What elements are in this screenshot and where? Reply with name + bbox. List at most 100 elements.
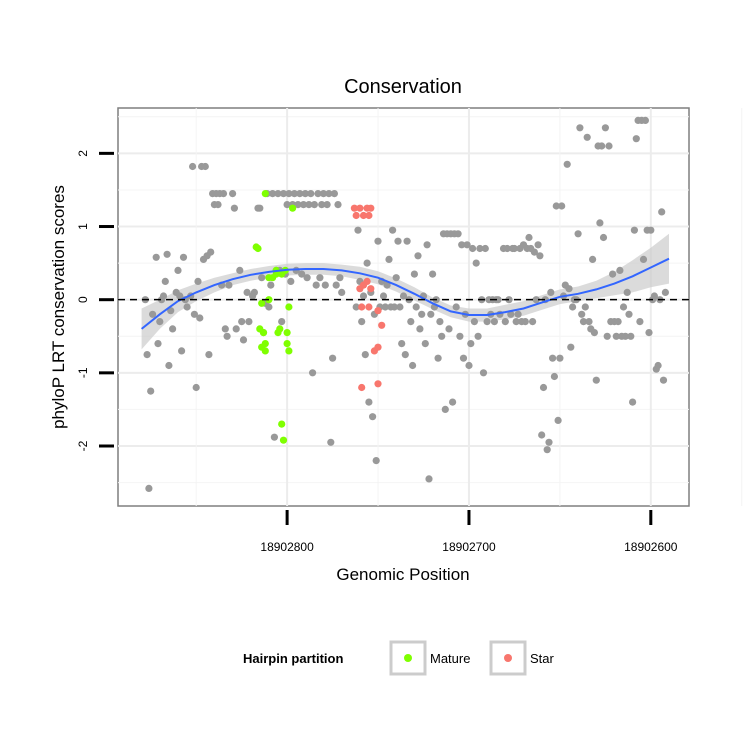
point-other [465,361,473,370]
point-other [229,190,237,198]
point-other [363,259,371,267]
point-other [474,332,482,340]
y-tick-label: 0 [76,296,90,303]
point-other [329,354,337,362]
point-other [390,303,398,311]
point-star [378,321,386,329]
point-other [365,398,373,406]
point-other [401,351,409,359]
point-mature [285,303,293,311]
point-other [205,351,213,359]
point-other [583,133,591,141]
legend-label-mature: Mature [430,651,470,666]
point-other [294,201,302,209]
point-other [627,332,635,340]
point-other [418,310,426,318]
point-other [325,190,333,198]
point-mature [283,340,291,348]
point-other [636,318,644,326]
point-other [650,292,659,300]
point-other [552,202,560,210]
plot-panel [117,107,690,507]
point-other [243,288,251,296]
point-other [238,318,246,326]
point-other [625,310,633,318]
point-other [190,310,198,318]
point-other [458,241,466,249]
point-other [501,318,509,326]
x-tick-label: 18902800 [260,540,314,554]
point-other [536,252,544,260]
point-other [258,274,266,282]
point-star [356,204,364,212]
point-other [621,332,630,340]
point-other [278,318,286,326]
point-other [538,431,546,439]
point-other [381,303,389,311]
point-other [567,343,575,351]
point-other [619,303,628,311]
point-other [336,274,344,282]
point-other [467,340,475,348]
point-star [367,204,375,212]
point-other [298,270,306,278]
point-other [629,398,637,406]
point-star [352,211,360,220]
point-other [189,162,197,171]
point-star [358,383,366,392]
confidence-band [141,233,670,350]
point-other [383,281,391,289]
point-other [530,248,539,256]
point-other [647,226,655,234]
point-other [223,332,231,340]
point-other [574,230,582,238]
chart-title: Conservation [344,76,462,98]
point-other [463,241,471,249]
smooth-line [140,257,670,330]
point-other [323,201,331,209]
point-other [369,413,377,421]
point-other [449,398,457,406]
x-tick-label: 18902700 [442,540,496,554]
point-other [554,416,562,424]
legend-marker-mature [404,654,412,662]
grid-lines [118,108,743,506]
smooth-layer [140,257,670,330]
point-other [512,318,520,326]
y-tick-label: -2 [76,440,90,451]
point-other [425,475,433,483]
point-other [414,252,422,260]
point-other [179,253,188,261]
x-axis-ticks: 18902800 18902700 18902600 [260,510,678,554]
point-other [239,336,248,344]
point-other [299,201,308,209]
point-other [279,190,288,198]
point-other [334,201,342,209]
point-mature [258,343,266,351]
point-other [614,318,622,326]
point-mature [278,420,286,428]
point-star [367,285,375,293]
point-other [598,142,606,150]
point-other [389,226,397,234]
point-other [529,318,537,326]
point-other [169,325,177,333]
point-other [543,446,551,454]
point-other [483,318,491,326]
point-other [372,457,380,465]
point-mature [259,329,268,337]
point-mature [285,347,293,355]
point-mature [254,244,262,253]
point-mature [276,325,284,333]
point-other [250,288,258,296]
point-other [659,376,668,384]
point-other [327,438,335,446]
confidence-band-layer [141,233,670,350]
point-other [514,310,522,318]
point-other [609,270,617,278]
point-other [410,270,418,278]
point-other [332,281,340,289]
point-star [365,211,373,220]
point-other [481,244,489,253]
point-other [156,318,164,326]
